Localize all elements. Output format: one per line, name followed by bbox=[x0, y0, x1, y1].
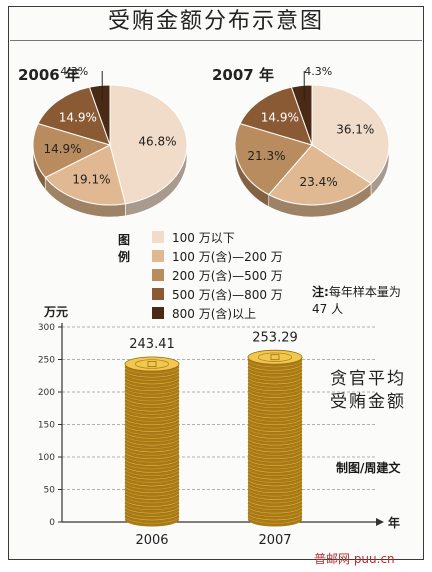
x-tick-label: 2007 bbox=[258, 533, 291, 548]
pie-slice bbox=[311, 84, 390, 185]
bar-chart-side-title: 贪官平均 受贿金额 bbox=[330, 368, 406, 414]
credit: 制图/周建文 bbox=[336, 461, 401, 475]
pie-slice bbox=[88, 84, 111, 146]
sample-note: 注:每年样本量为 47 人 bbox=[312, 284, 412, 318]
coin-top-emboss bbox=[257, 352, 293, 362]
pie-slice bbox=[109, 84, 188, 205]
pie-slice bbox=[267, 144, 372, 206]
coin-stack-bar bbox=[247, 349, 303, 527]
page-title: 受贿金额分布示意图 bbox=[107, 9, 324, 34]
pie-slice bbox=[37, 86, 111, 146]
pie-slice-label: 19.1% bbox=[72, 172, 110, 186]
coin-top bbox=[124, 356, 180, 372]
note-label: 注: bbox=[312, 285, 329, 299]
coin-top bbox=[247, 349, 303, 365]
x-axis-arrow bbox=[376, 518, 384, 526]
coin-square-hole-icon bbox=[147, 361, 157, 367]
side-title-line: 受贿金额 bbox=[330, 392, 406, 412]
note-text: 每年样本量为 47 人 bbox=[312, 285, 401, 316]
pie-slice bbox=[239, 86, 313, 146]
legend-label: 500 万(含)—800 万 bbox=[172, 287, 283, 302]
y-tick-label: 300 bbox=[38, 323, 55, 333]
watermark: 普邮网 puu.cn bbox=[314, 552, 395, 566]
legend-title: 图例 bbox=[118, 233, 131, 264]
y-tick-label: 100 bbox=[38, 453, 55, 463]
y-tick-label: 50 bbox=[44, 486, 56, 496]
y-axis-unit: 万元 bbox=[43, 305, 68, 319]
legend-swatch bbox=[152, 288, 164, 300]
y-tick-label: 250 bbox=[38, 356, 55, 366]
pie-2006: 46.8% 19.1% 14.9% 14.9% 4.3% bbox=[32, 65, 188, 218]
coin-square-hole-icon bbox=[270, 354, 280, 361]
legend-swatch bbox=[152, 307, 164, 319]
pie-slice-label: 23.4% bbox=[300, 175, 338, 189]
x-axis-unit: 年 bbox=[388, 515, 400, 530]
pie-2006-year-label: 2006 年 bbox=[18, 66, 80, 84]
pie-2007: 36.1% 23.4% 21.3% 14.9% 4.3% bbox=[234, 65, 390, 218]
legend-label: 800 万(含)以上 bbox=[172, 306, 257, 321]
pie-slice-label: 14.9% bbox=[43, 142, 81, 156]
pie-slice-label: 14.9% bbox=[261, 110, 299, 124]
legend-label: 100 万(含)—200 万 bbox=[172, 249, 283, 264]
legend-item: 100 万以下 bbox=[152, 229, 235, 245]
y-tick-label: 0 bbox=[49, 518, 55, 528]
pie-2007-year-label: 2007 年 bbox=[212, 66, 274, 84]
pie-charts: 46.8% 19.1% 14.9% 14.9% 4.3% 36.1% 23.4% 21.3% 1… bbox=[32, 65, 390, 218]
legend-item: 100 万(含)—200 万 bbox=[152, 248, 283, 264]
pie-slice-label: 4.3% bbox=[304, 65, 332, 78]
bar-value-label: 243.41 bbox=[129, 337, 175, 352]
y-tick-label: 150 bbox=[38, 421, 55, 431]
pie-slice-label: 21.3% bbox=[247, 149, 285, 163]
legend-swatch bbox=[152, 231, 164, 243]
coin-bar-chart: 万元 0 50 100 150 200 250 300 年 243.41 2006 253.29 200… bbox=[38, 305, 400, 548]
x-tick-label: 2006 bbox=[135, 533, 168, 548]
pie-slice bbox=[44, 144, 127, 206]
coin-stack-bar bbox=[124, 356, 180, 527]
legend-item: 800 万(含)以上 bbox=[152, 305, 256, 321]
pie-slice-label: 14.9% bbox=[59, 110, 97, 124]
pie-slice-label: 46.8% bbox=[138, 134, 176, 148]
pie-slice-label: 4.3% bbox=[60, 65, 88, 78]
y-tick-label: 200 bbox=[38, 388, 55, 398]
pie-slice bbox=[290, 84, 313, 146]
bar-value-label: 253.29 bbox=[252, 330, 298, 345]
legend-label: 100 万以下 bbox=[172, 230, 235, 245]
legend-label: 200 万(含)—500 万 bbox=[172, 268, 283, 283]
legend-item: 200 万(含)—500 万 bbox=[152, 267, 283, 283]
pie-slice bbox=[32, 123, 112, 179]
legend-swatch bbox=[152, 250, 164, 262]
title-divider bbox=[10, 40, 422, 41]
legend-item: 500 万(含)—800 万 bbox=[152, 286, 283, 302]
coin-top-emboss bbox=[134, 359, 170, 369]
side-title-line: 贪官平均 bbox=[330, 369, 406, 389]
legend-swatch bbox=[152, 269, 164, 281]
pie-slice bbox=[234, 123, 313, 196]
pie-slice-label: 36.1% bbox=[336, 122, 374, 136]
